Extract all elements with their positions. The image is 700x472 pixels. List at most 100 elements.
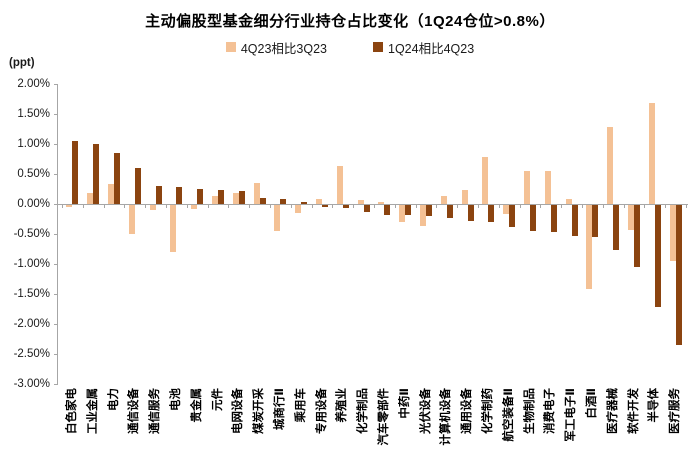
bar-4q23-vs-3q23	[482, 157, 489, 204]
y-axis-tick-label: -0.50%	[13, 228, 50, 240]
x-axis-tick-mark	[540, 205, 542, 208]
bar-1q24-vs-4q23	[654, 205, 661, 307]
x-category-label: 通信设备	[128, 388, 141, 434]
legend-label: 4Q23相比3Q23	[240, 41, 327, 56]
bar-1q24-vs-4q23	[384, 205, 391, 215]
x-category-label: 元件	[211, 388, 224, 411]
x-axis-tick-mark	[498, 205, 500, 208]
x-category-label: 电池	[169, 388, 182, 411]
x-axis-tick-mark	[665, 205, 667, 208]
bar-1q24-vs-4q23	[550, 205, 557, 232]
legend-item-1q24-vs-4q23: 1Q24相比4Q23	[373, 38, 474, 57]
x-axis-tick-mark	[103, 205, 105, 208]
bar-1q24-vs-4q23	[467, 205, 474, 221]
bar-1q24-vs-4q23	[280, 198, 287, 204]
x-axis-tick-mark	[332, 205, 334, 208]
legend-item-4q23-vs-3q23: 4Q23相比3Q23	[225, 38, 327, 57]
x-category-label: 乘用车	[294, 388, 307, 423]
x-axis-tick-mark	[270, 205, 271, 208]
x-axis-tick-mark	[457, 205, 459, 208]
bar-4q23-vs-3q23	[108, 184, 114, 204]
x-category-label: 生物制品	[523, 388, 536, 434]
bar-4q23-vs-3q23	[565, 198, 572, 204]
chart-title: 主动偏股型基金细分行业持仓占比变化（1Q24仓位>0.8%）	[145, 13, 555, 30]
y-axis-tick-label: 2.00%	[17, 78, 50, 90]
bar-1q24-vs-4q23	[488, 205, 495, 222]
x-category-label: 中药Ⅱ	[398, 388, 411, 419]
bar-4q23-vs-3q23	[274, 205, 281, 232]
bar-4q23-vs-3q23	[503, 205, 510, 214]
bar-4q23-vs-3q23	[212, 195, 218, 204]
y-axis-unit-label: (ppt)	[9, 57, 35, 69]
bar-1q24-vs-4q23	[301, 201, 308, 204]
y-axis-tick-mark	[54, 144, 57, 145]
bar-4q23-vs-3q23	[461, 189, 468, 204]
x-category-label: 军工电子Ⅱ	[565, 388, 578, 442]
x-axis-tick-mark	[353, 205, 355, 208]
x-category-label: 煤炭开采	[253, 388, 266, 434]
bar-1q24-vs-4q23	[197, 189, 204, 204]
bar-1q24-vs-4q23	[93, 144, 100, 204]
bar-4q23-vs-3q23	[232, 193, 239, 204]
x-axis-tick-mark	[686, 205, 687, 208]
x-category-label: 半导体	[648, 388, 661, 423]
bar-4q23-vs-3q23	[648, 103, 655, 204]
x-axis-tick-mark	[228, 205, 230, 208]
y-axis-tick-mark	[54, 204, 57, 205]
bar-4q23-vs-3q23	[336, 166, 343, 204]
x-axis-tick-mark	[582, 205, 583, 208]
bar-4q23-vs-3q23	[607, 126, 614, 204]
bar-1q24-vs-4q23	[530, 205, 536, 231]
bar-1q24-vs-4q23	[509, 205, 516, 228]
y-axis-tick-mark	[54, 234, 57, 235]
y-axis-tick-label: 1.00%	[17, 138, 50, 150]
y-axis-tick-mark	[54, 114, 57, 115]
y-axis-tick-mark	[54, 294, 57, 295]
bar-4q23-vs-3q23	[253, 183, 260, 204]
bar-1q24-vs-4q23	[155, 186, 162, 204]
y-axis-tick-mark	[54, 264, 57, 265]
x-category-label: 电网设备	[232, 388, 245, 434]
bar-1q24-vs-4q23	[114, 153, 120, 204]
bar-1q24-vs-4q23	[446, 205, 453, 219]
chart-legend: 4Q23相比3Q23 1Q24相比4Q23	[0, 38, 700, 57]
y-axis-tick-label: 0.50%	[17, 168, 50, 180]
bar-4q23-vs-3q23	[669, 205, 676, 261]
x-axis-tick-mark	[145, 205, 147, 208]
bar-1q24-vs-4q23	[218, 190, 224, 204]
x-axis-tick-mark	[62, 205, 63, 208]
x-category-label: 航空装备Ⅱ	[502, 388, 515, 442]
bar-1q24-vs-4q23	[238, 190, 245, 204]
x-category-label: 化学制品	[357, 388, 370, 434]
x-category-label: 光伏设备	[419, 388, 432, 434]
bar-1q24-vs-4q23	[72, 141, 79, 204]
x-category-label: 电力	[107, 388, 120, 411]
y-axis-tick-mark	[54, 174, 57, 175]
y-axis-tick-label: -1.00%	[13, 258, 50, 270]
x-axis-tick-mark	[249, 205, 251, 208]
x-category-label: 汽车零部件	[377, 388, 390, 446]
bar-4q23-vs-3q23	[170, 205, 177, 252]
x-axis-tick-mark	[207, 205, 209, 208]
bar-1q24-vs-4q23	[634, 205, 640, 268]
x-category-label: 白色家电	[65, 388, 78, 434]
y-axis-tick-label: -2.50%	[13, 348, 50, 360]
legend-swatch-dark-icon	[373, 42, 383, 52]
bar-4q23-vs-3q23	[440, 196, 447, 204]
bar-1q24-vs-4q23	[134, 168, 141, 204]
bar-4q23-vs-3q23	[357, 199, 364, 204]
x-axis-tick-mark	[374, 205, 375, 208]
x-axis-tick-mark	[602, 205, 604, 208]
x-axis-tick-mark	[186, 205, 188, 208]
bar-4q23-vs-3q23	[544, 171, 551, 204]
bar-1q24-vs-4q23	[571, 205, 578, 237]
x-category-label: 工业金属	[86, 388, 99, 434]
x-axis-tick-mark	[394, 205, 396, 208]
bar-4q23-vs-3q23	[524, 171, 530, 204]
bar-1q24-vs-4q23	[592, 205, 599, 237]
x-axis-tick-mark	[561, 205, 563, 208]
x-category-label: 消费电子	[544, 388, 557, 434]
bar-1q24-vs-4q23	[176, 186, 183, 204]
bar-4q23-vs-3q23	[586, 205, 593, 289]
